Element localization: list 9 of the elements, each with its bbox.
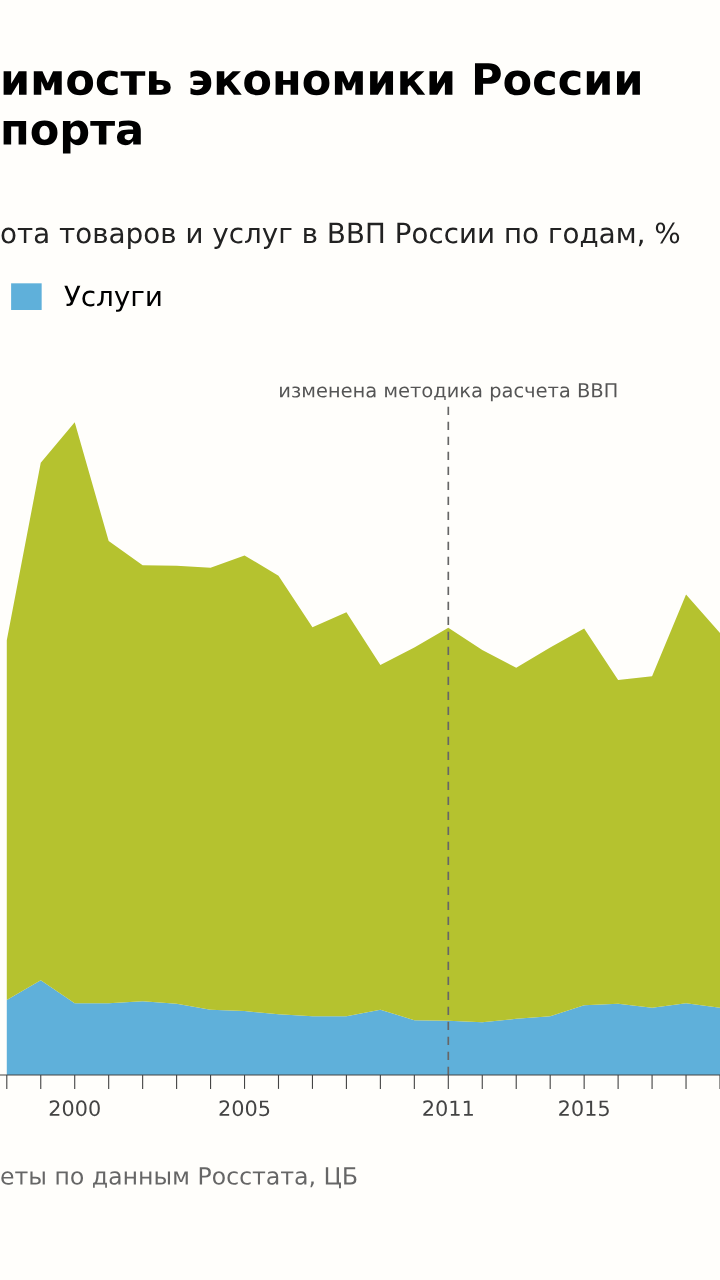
x-tick-label: 2000 — [49, 1100, 100, 1117]
chart-title: имость экономики России порта — [3, 63, 640, 154]
x-tick-label: 2011 — [423, 1100, 473, 1117]
legend-label: Услуги — [64, 285, 161, 312]
text: еты по данным Росстата, ЦБ — [1, 1167, 357, 1189]
chart-subtitle: ота товаров и услуг в ВВП России по годам, % — [1, 222, 680, 249]
x-tick-label: 2015 — [559, 1100, 609, 1117]
ref-line-label: изменена методика расчета ВВП — [280, 383, 617, 402]
x-tick-label: 2005 — [219, 1100, 270, 1117]
